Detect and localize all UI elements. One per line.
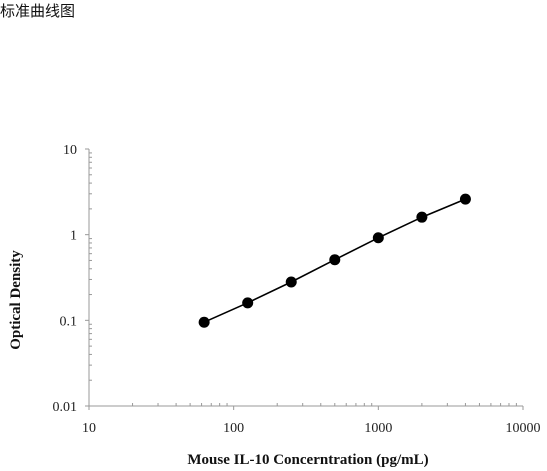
data-point: [329, 254, 341, 266]
data-point: [416, 211, 428, 223]
chart-axes: [88, 149, 523, 407]
y-tick-label: 0.1: [60, 314, 78, 329]
chart-caption: 标准曲线图: [0, 2, 76, 20]
chart-ticks: 0.01 0.1 1 10 10 100 1000 10000: [53, 143, 541, 436]
data-point: [459, 193, 471, 205]
x-tick-label: 100: [223, 421, 244, 436]
x-tick-label: 1000: [364, 421, 392, 436]
data-point: [198, 316, 210, 328]
y-axis-title: Optical Density: [8, 250, 24, 350]
data-point: [242, 297, 254, 309]
x-tick-label: 10: [82, 421, 96, 436]
chart-plot-area: [198, 193, 471, 328]
x-tick-label: 10000: [506, 421, 541, 436]
data-point: [372, 232, 384, 244]
x-axis-title: Mouse IL-10 Concerntration (pg/mL): [187, 452, 428, 468]
y-tick-label: 10: [63, 143, 77, 158]
y-tick-label: 0.01: [53, 400, 78, 415]
data-point: [285, 276, 297, 288]
y-tick-label: 1: [70, 229, 77, 244]
